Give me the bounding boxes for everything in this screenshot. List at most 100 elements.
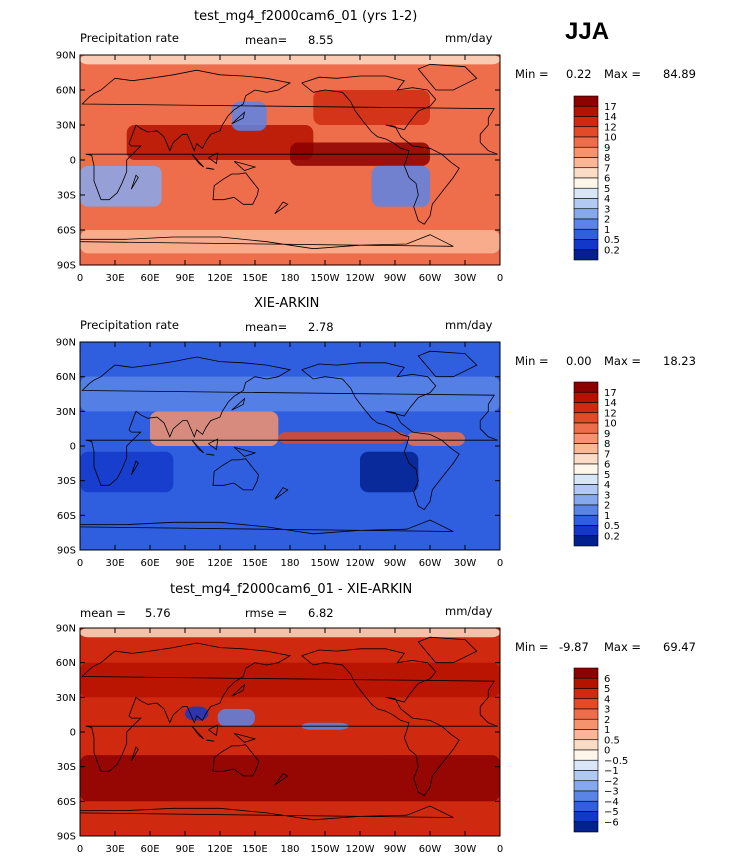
colorbar-swatch [573,228,599,240]
colorbar-label: 0.5 [604,521,620,532]
colorbar-label: 7 [604,163,610,174]
map-panel-1: 0 30E 60E 90E 120E 150E 180 150W 120W 90W 60W 30W 09… [56,51,620,285]
colorbar-swatch [573,218,599,230]
colorbar-swatch [573,790,599,802]
colorbar-swatch [573,208,599,220]
colorbar-label: −5 [604,807,619,818]
colorbar-swatch [573,698,599,710]
colorbar-swatch [573,443,599,455]
colorbar-label: 17 [604,102,617,113]
colorbar-swatch [573,157,599,169]
colorbar-swatch [573,412,599,424]
y-tick-label: 90S [57,261,76,272]
panel-2-variable-label: Precipitation rate [80,318,179,332]
x-tick-label: 60E [140,844,159,855]
colorbar-label: 5 [604,470,610,481]
colorbar-swatch [573,667,599,679]
colorbar-label: 4 [604,694,610,705]
colorbar-label: 8 [604,439,610,450]
x-tick-label: 30E [105,558,124,569]
colorbar-label: 4 [604,194,610,205]
x-tick-label: 0 [497,273,503,284]
colorbar-label: 14 [604,398,617,409]
colorbar-label: 0.2 [604,245,620,256]
y-tick-label: 60S [57,226,76,237]
colorbar-label: 7 [604,449,610,460]
colorbar-swatch [573,718,599,730]
panel-3-min-value: -9.87 [559,640,589,654]
colorbar-label: 1 [604,725,610,736]
colorbar-swatch [573,759,599,771]
colorbar-label: 12 [604,408,617,419]
colorbar-swatch [573,402,599,414]
season-label: JJA [565,18,610,45]
colorbar-label: 10 [604,419,617,430]
x-tick-label: 120E [207,558,232,569]
colorbar-label: 10 [604,133,617,144]
x-tick-label: 150E [242,558,267,569]
colorbar-swatch [573,677,599,689]
colorbar-swatch [573,688,599,700]
colorbar-swatch [573,167,599,179]
colorbar-label: 8 [604,153,610,164]
colorbar-label: 0.2 [604,531,620,542]
colorbar-label: 6 [604,674,610,685]
x-tick-label: 0 [497,844,503,855]
y-tick-label: 0 [70,156,76,167]
panel-3-rmse-label: rmse = [245,606,288,620]
colorbar-swatch [573,463,599,475]
colorbar-label: 1 [604,225,610,236]
x-tick-label: 90E [175,844,194,855]
colorbar-swatch [573,432,599,444]
y-tick-label: 30N [56,121,76,132]
map-panel-2: 0 30E 60E 90E 120E 150E 180 150W 120W 90W 60W 30W 09… [56,338,620,570]
y-tick-label: 30N [56,407,76,418]
colorbar-swatch [573,514,599,526]
x-tick-label: 60W [419,558,442,569]
colorbar-label: −2 [604,776,619,787]
x-tick-label: 60W [419,844,442,855]
x-tick-label: 150W [311,844,340,855]
colorbar-swatch [573,800,599,812]
colorbar-swatch [573,95,599,107]
panel-3-mean-value: 5.76 [145,606,171,620]
panel-3-max-value: 69.47 [663,640,696,654]
colorbar-swatch [573,821,599,833]
colorbar-swatch [573,811,599,823]
y-tick-label: 60N [56,372,76,383]
colorbar-swatch [573,729,599,741]
y-tick-label: 30N [56,693,76,704]
x-tick-label: 90E [175,273,194,284]
colorbar-swatch [573,146,599,158]
panel-3-max-label: Max = [604,640,642,654]
colorbar-label: 2 [604,501,610,512]
x-tick-label: 120W [346,558,375,569]
panel-2-min-value: 0.00 [566,354,592,368]
panel-2-min-label: Min = [515,354,549,368]
panel-2-max-label: Max = [604,354,642,368]
colorbar-swatch [573,422,599,434]
colorbar-swatch [573,453,599,465]
x-tick-label: 30W [454,273,477,284]
x-tick-label: 180 [280,558,299,569]
panel-1-min-label: Min = [515,67,549,81]
colorbar-label: 3 [604,204,610,215]
x-tick-label: 120W [346,273,375,284]
x-tick-label: 90W [384,273,407,284]
x-tick-label: 150W [311,558,340,569]
x-tick-label: 150E [242,273,267,284]
colorbar-swatch [573,116,599,128]
colorbar-label: 9 [604,143,610,154]
panel-2-units: mm/day [445,318,493,332]
x-tick-label: 120W [346,844,375,855]
panel-2-max-value: 18.23 [663,354,696,368]
colorbar-label: −6 [604,817,619,828]
colorbar-label: 5 [604,684,610,695]
colorbar-swatch [573,504,599,516]
colorbar-label: −4 [604,797,619,808]
panel-3-rmse-value: 6.82 [308,606,334,620]
panel-2-mean-label: mean= [245,320,288,334]
colorbar-swatch [573,708,599,720]
colorbar-swatch [573,126,599,138]
